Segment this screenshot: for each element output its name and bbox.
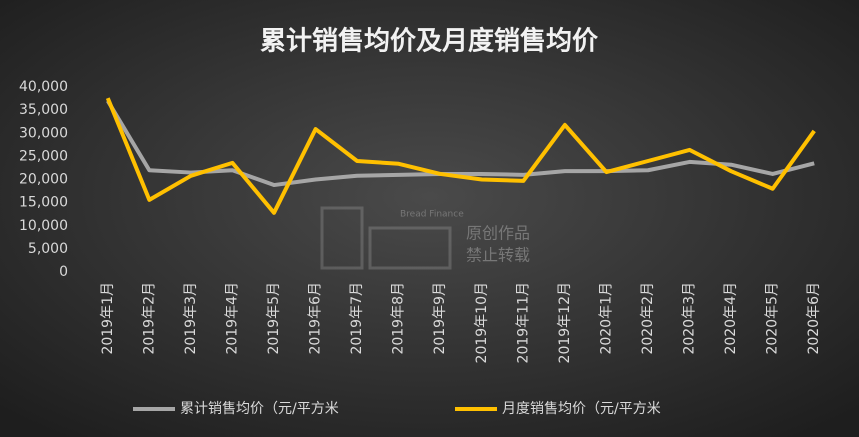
- x-tick-label: 2019年2月: [141, 282, 157, 355]
- x-tick-label: 2019年7月: [349, 282, 365, 355]
- x-tick-label: 2019年11月: [515, 282, 531, 363]
- y-tick-label: 15,000: [19, 195, 68, 211]
- x-tick-label: 2019年3月: [183, 282, 199, 355]
- x-tick-label: 2019年12月: [557, 282, 573, 363]
- y-tick-label: 40,000: [19, 79, 68, 95]
- y-tick-label: 30,000: [19, 125, 68, 141]
- x-tick-label: 2019年8月: [391, 282, 407, 355]
- chart-title: 累计销售均价及月度销售均价: [260, 26, 599, 57]
- x-tick-label: 2019年5月: [266, 282, 282, 355]
- x-tick-label: 2019年1月: [100, 282, 116, 355]
- legend-label: 月度销售均价（元/平方米: [502, 401, 661, 417]
- x-tick-label: 2020年6月: [806, 282, 822, 355]
- x-tick-label: 2020年1月: [598, 282, 614, 355]
- watermark: 禁止转载: [466, 246, 530, 265]
- x-tick-label: 2019年6月: [308, 282, 324, 355]
- y-tick-label: 35,000: [19, 102, 68, 118]
- x-tick-label: 2019年10月: [474, 282, 490, 363]
- x-tick-label: 2019年9月: [432, 282, 448, 355]
- x-tick-label: 2019年4月: [224, 282, 240, 355]
- series-line: [105, 97, 816, 215]
- x-tick-label: 2020年2月: [640, 282, 656, 355]
- x-tick-label: 2020年3月: [682, 282, 698, 355]
- watermark-logo: [320, 206, 452, 270]
- series-line: [106, 99, 815, 188]
- y-tick-label: 20,000: [19, 172, 68, 188]
- y-tick-label: 10,000: [19, 218, 68, 234]
- y-tick-label: 0: [59, 264, 68, 280]
- x-tick-label: 2020年5月: [765, 282, 781, 355]
- legend-label: 累计销售均价（元/平方米: [180, 401, 339, 417]
- y-tick-label: 5,000: [28, 241, 68, 257]
- watermark: Bread Finance: [400, 210, 464, 220]
- x-tick-label: 2020年4月: [723, 282, 739, 355]
- y-tick-label: 25,000: [19, 148, 68, 164]
- watermark: 原创作品: [466, 224, 530, 243]
